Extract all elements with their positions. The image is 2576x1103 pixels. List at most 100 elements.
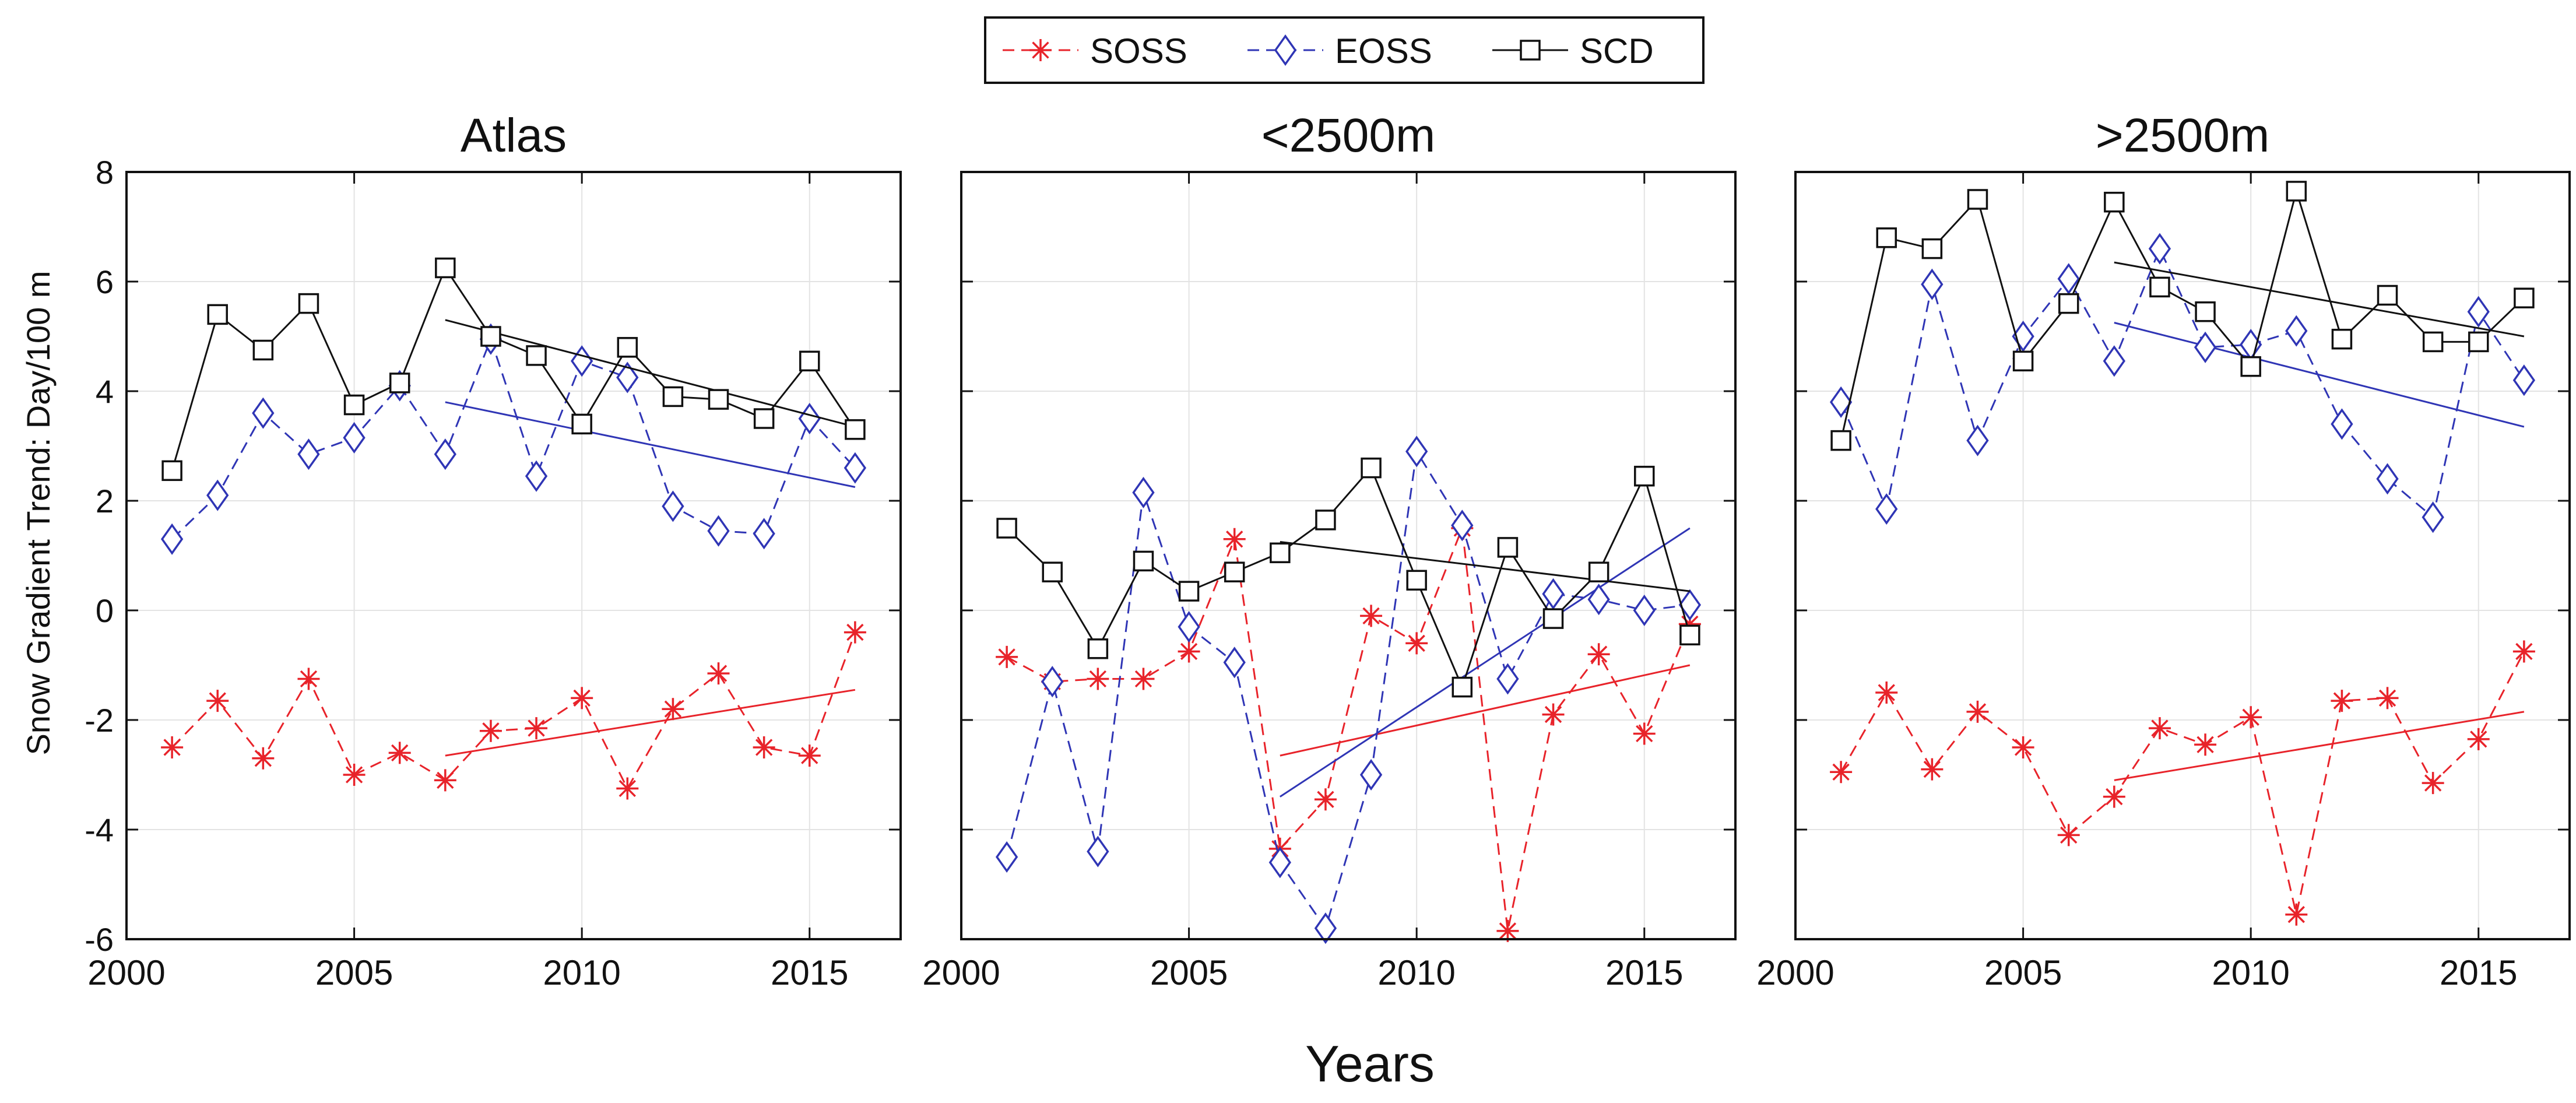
x-tick-label: 2010 [1377, 953, 1455, 992]
data-point-scd [1876, 227, 1897, 248]
data-point-eoss [2103, 345, 2125, 377]
panel-gt2500m: 2000 2005 2010 2015 >2500m [1756, 109, 2571, 992]
data-point-eoss [1268, 846, 1291, 879]
panel-atlas: 2000 2005 2010 2015 -6 -4 -2 0 2 4 6 8 Atlas [85, 109, 902, 992]
data-point-scd [571, 413, 592, 435]
data-point-eoss [1633, 594, 1656, 627]
data-point-eoss [2285, 315, 2308, 347]
data-point-soss [844, 621, 866, 644]
data-point-scd [1315, 510, 1336, 531]
data-point-eoss [707, 515, 730, 547]
data-point-soss [434, 769, 456, 792]
trend-line-eoss [445, 401, 856, 488]
data-point-eoss [2194, 331, 2217, 363]
data-point-soss [2012, 736, 2034, 758]
trend-line-eoss [2114, 322, 2525, 428]
data-point-scd [2104, 191, 2125, 213]
data-point-soss [2148, 717, 2171, 740]
data-point-scd [1452, 676, 1473, 698]
data-point-soss [1830, 761, 1853, 784]
series-line-eoss [1840, 246, 2525, 519]
panel-title: Atlas [461, 109, 567, 162]
legend-box [984, 16, 1705, 84]
data-point-scd [2058, 293, 2079, 314]
legend-label-scd: SCD [1580, 31, 1654, 71]
series-line-scd [1006, 466, 1691, 690]
plot-frame [125, 171, 902, 940]
series-eoss [1829, 233, 2536, 533]
data-point-soss [1496, 919, 1519, 942]
data-point-scd [1497, 537, 1519, 558]
data-point-soss [297, 668, 320, 690]
data-point-soss [1921, 758, 1944, 781]
data-point-eoss [2376, 463, 2399, 495]
legend-label-soss: SOSS [1090, 31, 1187, 71]
series-line-scd [1840, 188, 2525, 441]
data-point-soss [479, 719, 502, 742]
y-tick-label: -2 [85, 702, 114, 739]
data-point-scd [2422, 331, 2444, 353]
panels: 2000 2005 2010 2015 -6 -4 -2 0 2 4 6 8 Atlas 2000 2005… [85, 109, 2571, 992]
data-point-eoss [616, 361, 639, 394]
legend-marker-eoss [1274, 34, 1297, 66]
plot-area [126, 172, 901, 939]
data-point-eoss [2467, 296, 2490, 328]
y-tick-label: 6 [96, 264, 114, 300]
data-point-soss [1087, 668, 1109, 690]
data-point-eoss [1829, 386, 1853, 418]
x-tick-label: 2000 [922, 953, 1000, 992]
data-point-scd [1542, 608, 1564, 629]
data-point-scd [343, 394, 365, 416]
data-point-eoss [343, 421, 366, 454]
data-point-soss [1633, 722, 1656, 745]
legend-marker-scd [1520, 40, 1541, 61]
data-point-scd [1270, 542, 1291, 564]
panel-title: <2500m [1261, 109, 1436, 162]
data-point-soss [1542, 703, 1565, 726]
data-point-eoss [995, 841, 1018, 873]
x-tick-label: 2015 [2440, 953, 2517, 992]
data-point-eoss [434, 438, 456, 470]
data-point-soss [525, 717, 548, 740]
x-tick-label: 2005 [315, 953, 393, 992]
trend-line-soss [2114, 711, 2525, 781]
data-point-scd [252, 339, 274, 361]
trend-line-soss [1280, 664, 1691, 757]
data-point-scd [996, 518, 1017, 539]
data-point-eoss [1966, 424, 1989, 456]
data-point-eoss [2148, 233, 2171, 265]
data-point-soss [2240, 706, 2262, 729]
data-point-scd [708, 389, 729, 410]
panel-title: >2500m [2096, 109, 2270, 162]
plot-area [1795, 172, 2570, 939]
data-point-soss [2376, 687, 2399, 709]
data-point-scd [2377, 284, 2398, 306]
data-point-eoss [1587, 584, 1610, 616]
data-point-soss [1223, 528, 1246, 550]
data-point-eoss [297, 438, 320, 470]
data-point-soss [2103, 785, 2125, 808]
data-point-eoss [1359, 758, 1383, 791]
series-line-scd [171, 266, 856, 471]
data-point-eoss [662, 490, 684, 522]
data-point-scd [1133, 550, 1154, 572]
data-point-eoss [1087, 835, 1109, 867]
data-point-eoss [1041, 666, 1064, 698]
data-point-eoss [1314, 912, 1337, 944]
x-tick-label: 2010 [2212, 953, 2289, 992]
data-point-soss [798, 744, 821, 767]
data-point-soss [1587, 643, 1610, 666]
x-tick-label: 2015 [771, 953, 848, 992]
plot-frame [1794, 171, 2571, 940]
trend-line-soss [445, 689, 856, 757]
data-point-scd [2514, 287, 2535, 308]
series-soss [1830, 640, 2535, 926]
data-point-scd [2468, 331, 2489, 353]
legend: SOSS EOSS SCD [984, 16, 1705, 84]
x-tick-label: 2015 [1605, 953, 1683, 992]
data-point-scd [1967, 189, 1988, 210]
data-point-eoss [1405, 435, 1428, 468]
data-point-eoss [844, 452, 867, 484]
data-point-scd [2331, 328, 2353, 350]
data-point-soss [707, 662, 730, 685]
